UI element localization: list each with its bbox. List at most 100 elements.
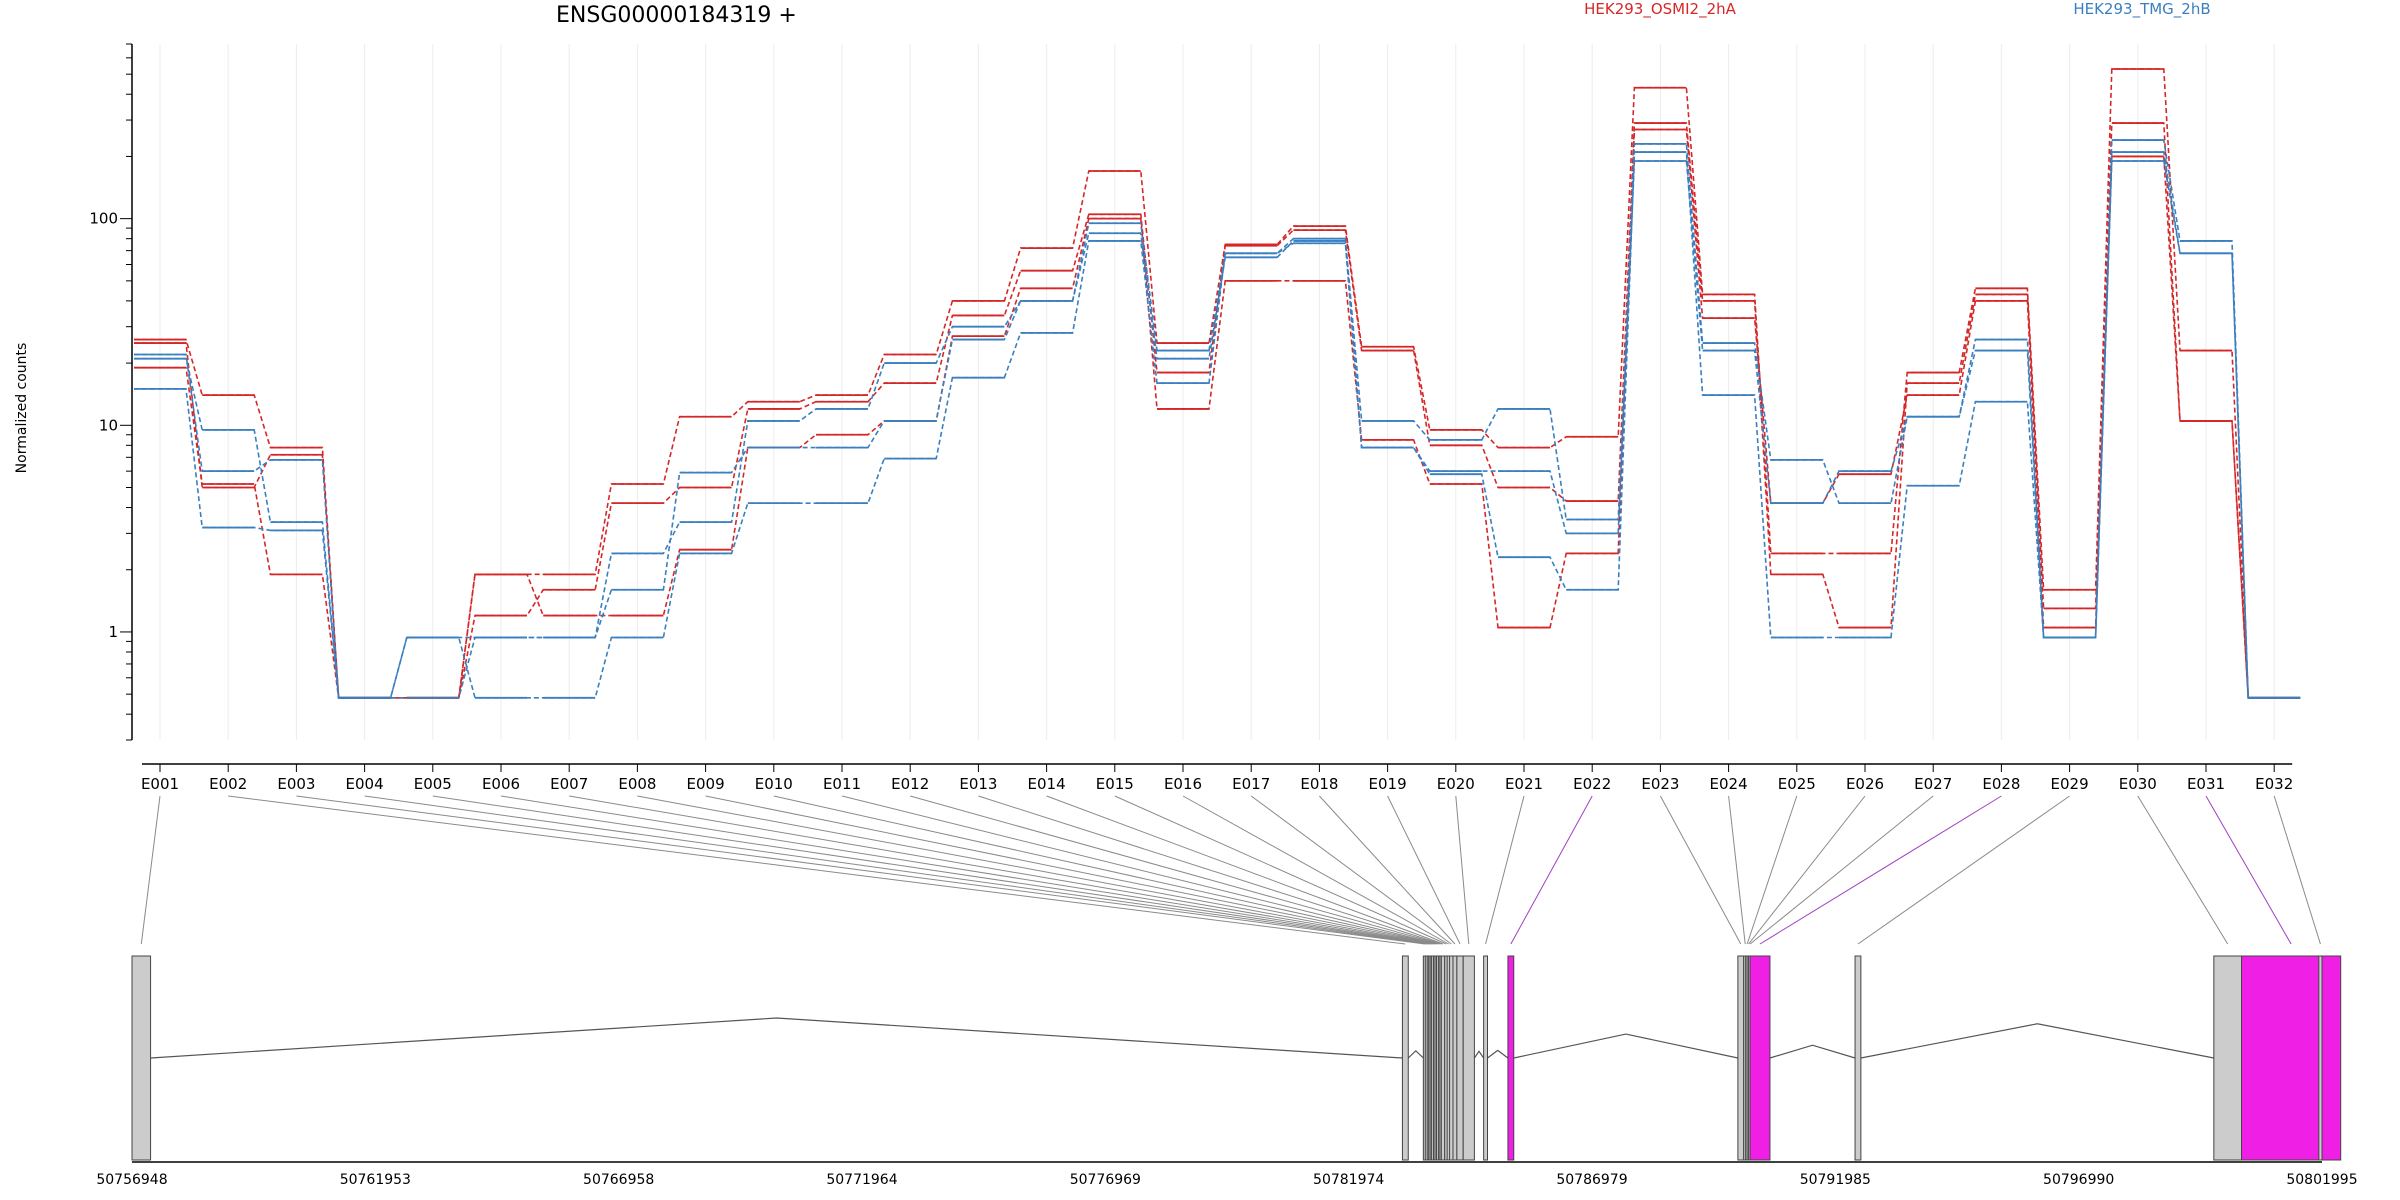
gene-model xyxy=(131,955,2342,1161)
exon-block-E030 xyxy=(2213,955,2243,1161)
x-tick-label-E001: E001 xyxy=(141,775,179,793)
connector-E004 xyxy=(364,795,1427,945)
intron-line xyxy=(1473,1050,1485,1059)
connector-E023 xyxy=(1659,795,1742,945)
x-tick-label-E022: E022 xyxy=(1573,775,1611,793)
x-tick-label-E003: E003 xyxy=(277,775,315,793)
exon-block-E020 xyxy=(1462,955,1475,1161)
intron-line xyxy=(1513,1033,1739,1059)
x-tick-label-E016: E016 xyxy=(1164,775,1202,793)
genomic-tick-label: 50781974 xyxy=(1313,1172,1384,1188)
x-tick-label-E006: E006 xyxy=(482,775,520,793)
x-tick-label-E028: E028 xyxy=(1982,775,2020,793)
x-tick-label-E011: E011 xyxy=(823,775,861,793)
x-tick-label-E012: E012 xyxy=(891,775,929,793)
series-line-5 xyxy=(134,151,2301,699)
connector-E016 xyxy=(1182,795,1449,945)
connector-E001 xyxy=(140,795,161,945)
x-axis: E001 E002 E003 E004 E005 E006 E007 E008 E009 E010… xyxy=(141,763,2293,793)
grid-lines xyxy=(159,44,2275,740)
x-tick-label-E026: E026 xyxy=(1846,775,1884,793)
x-tick-label-E031: E031 xyxy=(2187,775,2225,793)
exon-block-E017 xyxy=(1449,955,1454,1161)
connector-E026 xyxy=(1748,795,1866,945)
x-tick-label-E020: E020 xyxy=(1437,775,1475,793)
connector-E032 xyxy=(2273,795,2321,945)
x-tick-label-E023: E023 xyxy=(1641,775,1679,793)
connector-E027 xyxy=(1749,795,1934,945)
y-tick-label: 10 xyxy=(99,416,118,434)
genomic-tick-label: 50776969 xyxy=(1070,1172,1141,1188)
x-tick-label-E024: E024 xyxy=(1710,775,1748,793)
x-tick-label-E009: E009 xyxy=(687,775,725,793)
x-tick-label-E032: E032 xyxy=(2255,775,2293,793)
series-line-6 xyxy=(134,151,2301,699)
connector-E005 xyxy=(432,795,1429,945)
exon-block-E028 xyxy=(1749,955,1771,1161)
x-tick-label-E010: E010 xyxy=(755,775,793,793)
connector-E017 xyxy=(1250,795,1452,945)
x-tick-label-E017: E017 xyxy=(1232,775,1270,793)
connector-E014 xyxy=(1046,795,1444,945)
genomic-tick-label: 50771964 xyxy=(826,1172,897,1188)
connector-E008 xyxy=(637,795,1434,945)
genomic-tick-label: 50766958 xyxy=(583,1172,654,1188)
x-tick-label-E014: E014 xyxy=(1028,775,1066,793)
connector-E009 xyxy=(705,795,1436,945)
x-tick-label-E002: E002 xyxy=(209,775,247,793)
series-line-1 xyxy=(134,68,2301,699)
y-tick-label: 1 xyxy=(108,623,118,641)
exon-block-E014 xyxy=(1440,955,1446,1161)
x-tick-label-E004: E004 xyxy=(346,775,384,793)
x-tick-label-E019: E019 xyxy=(1369,775,1407,793)
genomic-tick-label: 50796990 xyxy=(2043,1172,2114,1188)
connector-E022 xyxy=(1510,795,1593,945)
intron-line xyxy=(1769,1044,1856,1059)
series-line-2 xyxy=(134,122,2301,699)
exon-block-E031 xyxy=(2241,955,2342,1161)
chart-title: ENSG00000184319 + xyxy=(556,3,797,28)
x-tick-label-E027: E027 xyxy=(1914,775,1952,793)
x-tick-label-E029: E029 xyxy=(2051,775,2089,793)
connector-E021 xyxy=(1485,795,1525,945)
exon-block-E019 xyxy=(1456,955,1464,1161)
intron-line xyxy=(150,1017,1403,1059)
exon-block-E001 xyxy=(131,955,152,1161)
connector-E015 xyxy=(1114,795,1447,945)
genomic-tick-label: 50761953 xyxy=(340,1172,411,1188)
connector-E031 xyxy=(2205,795,2292,945)
legend-label-tmg: HEK293_TMG_2hB xyxy=(2073,0,2210,19)
exon-block-E018 xyxy=(1452,955,1458,1161)
genomic-axis: 50756948 50761953 50766958 50771964 50776969… xyxy=(96,1161,2358,1188)
connector-E006 xyxy=(500,795,1431,945)
series-line-4 xyxy=(134,139,2301,699)
connector-E030 xyxy=(2137,795,2229,945)
x-tick-label-E005: E005 xyxy=(414,775,452,793)
connector-E011 xyxy=(841,795,1439,945)
connector-E019 xyxy=(1387,795,1461,945)
connector-E020 xyxy=(1455,795,1470,945)
connector-E013 xyxy=(978,795,1442,945)
series-line-3 xyxy=(134,128,2301,699)
exon-connector-lines xyxy=(140,795,2321,945)
x-tick-label-E021: E021 xyxy=(1505,775,1543,793)
intron-line xyxy=(1487,1049,1509,1059)
connector-E028 xyxy=(1759,795,2002,945)
exon-block-E022 xyxy=(1507,955,1515,1161)
exon-block-E002 xyxy=(1401,955,1409,1161)
exon-block-E021 xyxy=(1483,955,1489,1161)
series-lines xyxy=(134,68,2301,699)
y-axis-label: Normalized counts xyxy=(14,343,30,474)
connector-E018 xyxy=(1319,795,1456,945)
x-tick-label-E025: E025 xyxy=(1778,775,1816,793)
exon-block-E032 xyxy=(2318,955,2323,1161)
connector-E010 xyxy=(773,795,1437,945)
x-tick-label-E015: E015 xyxy=(1096,775,1134,793)
connector-E029 xyxy=(1857,795,2070,945)
genomic-tick-label: 50786979 xyxy=(1556,1172,1627,1188)
exon-block-E029 xyxy=(1854,955,1862,1161)
x-tick-label-E030: E030 xyxy=(2119,775,2157,793)
intron-line xyxy=(1407,1049,1424,1059)
connector-E003 xyxy=(296,795,1425,945)
